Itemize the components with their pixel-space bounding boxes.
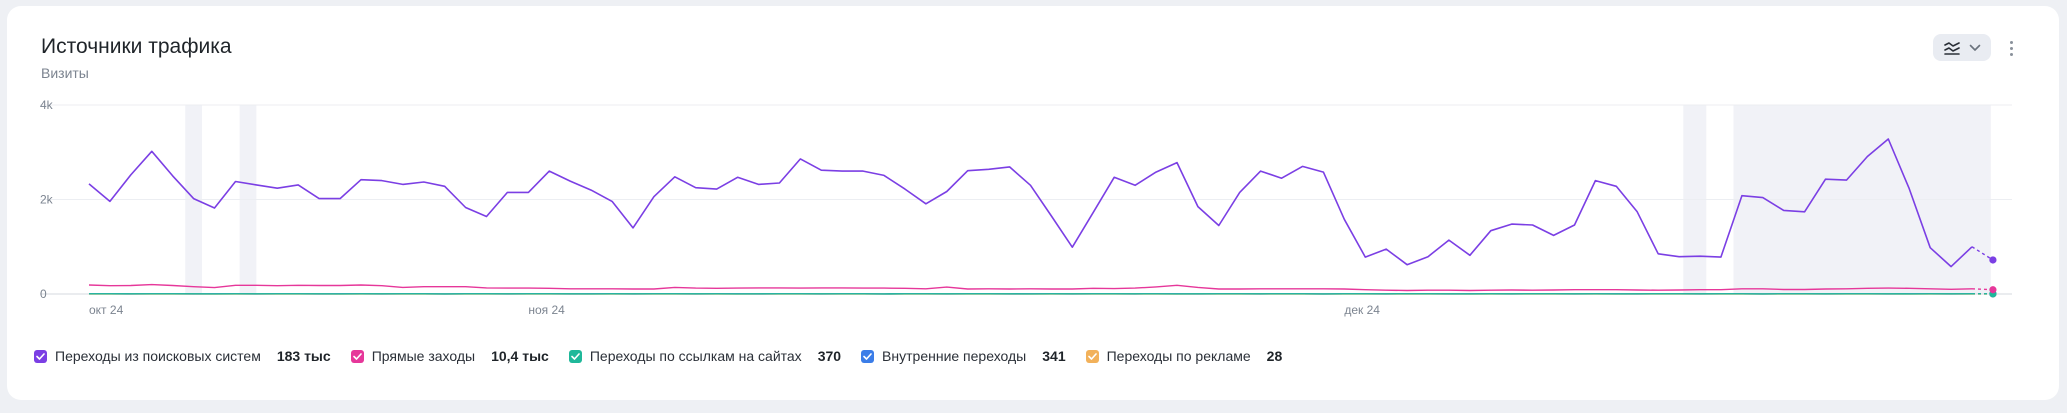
x-tick-label: окт 24 — [89, 303, 124, 317]
checkbox-icon[interactable] — [34, 349, 47, 363]
legend-label: Внутренние переходы — [882, 348, 1027, 364]
chart-lines-icon — [1943, 41, 1960, 55]
legend-value: 10,4 тыс — [491, 348, 549, 364]
legend-item-direct[interactable]: Прямые заходы 10,4 тыс — [350, 348, 549, 364]
legend-value: 370 — [817, 348, 842, 364]
checkbox-icon[interactable] — [350, 349, 364, 363]
legend-label: Прямые заходы — [371, 348, 476, 364]
legend-item-links[interactable]: Переходы по ссылкам на сайтах 370 — [568, 348, 842, 364]
chart-mode-dropdown[interactable] — [1933, 34, 1991, 61]
more-vertical-icon[interactable] — [2004, 35, 2018, 61]
checkbox-icon[interactable] — [568, 349, 582, 363]
y-tick-label: 2k — [40, 193, 54, 207]
legend-value: 28 — [1266, 348, 1283, 364]
projection-point — [1989, 256, 1997, 264]
series-line — [88, 283, 1973, 292]
x-tick-label: дек 24 — [1344, 303, 1380, 317]
projection-line — [1971, 246, 1994, 261]
chart-subtitle: Визиты — [41, 65, 89, 81]
checkbox-icon[interactable] — [861, 349, 875, 363]
y-tick-label: 0 — [40, 287, 47, 301]
legend-label: Переходы из поисковых систем — [55, 348, 261, 364]
y-tick-label: 4k — [40, 98, 54, 112]
legend-label: Переходы по ссылкам на сайтах — [589, 348, 802, 364]
legend-value: 341 — [1042, 348, 1066, 364]
projection-point — [1989, 286, 1997, 294]
legend-value: 183 тыс — [276, 348, 331, 364]
traffic-sources-card: Источники трафика Визиты — [7, 6, 2059, 400]
chart-legend: Переходы из поисковых систем 183 тыс Пря… — [34, 348, 1302, 364]
x-tick-label: ноя 24 — [528, 303, 565, 317]
series-line — [88, 138, 1973, 268]
legend-item-search[interactable]: Переходы из поисковых систем 183 тыс — [34, 348, 331, 364]
chart-title: Источники трафика — [41, 35, 232, 58]
chevron-down-icon — [1969, 44, 1981, 52]
checkbox-icon[interactable] — [1085, 349, 1099, 363]
legend-label: Переходы по рекламе — [1106, 348, 1251, 364]
legend-item-internal[interactable]: Внутренние переходы 341 — [861, 348, 1066, 364]
legend-item-ads[interactable]: Переходы по рекламе 28 — [1085, 348, 1283, 364]
